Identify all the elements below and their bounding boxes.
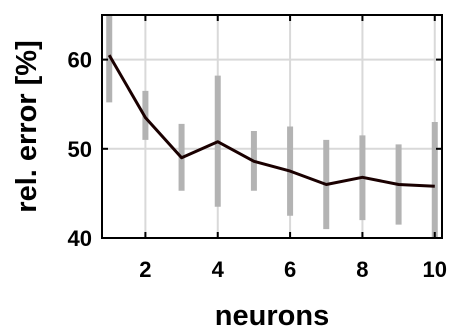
tick-marks	[102, 15, 442, 239]
x-tick-labels: 2 4 6 8 10	[139, 257, 447, 282]
series-line	[107, 54, 435, 188]
x-tick-label: 4	[212, 257, 225, 282]
y-tick-label: 50	[68, 137, 92, 162]
plot-area-frame	[101, 14, 443, 239]
series-group	[107, 54, 435, 188]
x-axis-label: neurons	[215, 300, 329, 332]
x-tick-label: 10	[423, 257, 447, 282]
x-tick-label: 2	[139, 257, 151, 282]
y-tick-label: 40	[68, 226, 92, 251]
y-tick-label: 60	[68, 48, 92, 73]
x-tick-label: 6	[284, 257, 296, 282]
x-tick-label: 8	[356, 257, 368, 282]
error-bars	[106, 15, 438, 238]
y-tick-labels: 40 50 60	[68, 48, 92, 251]
y-axis-label: rel. error [%]	[11, 40, 43, 212]
